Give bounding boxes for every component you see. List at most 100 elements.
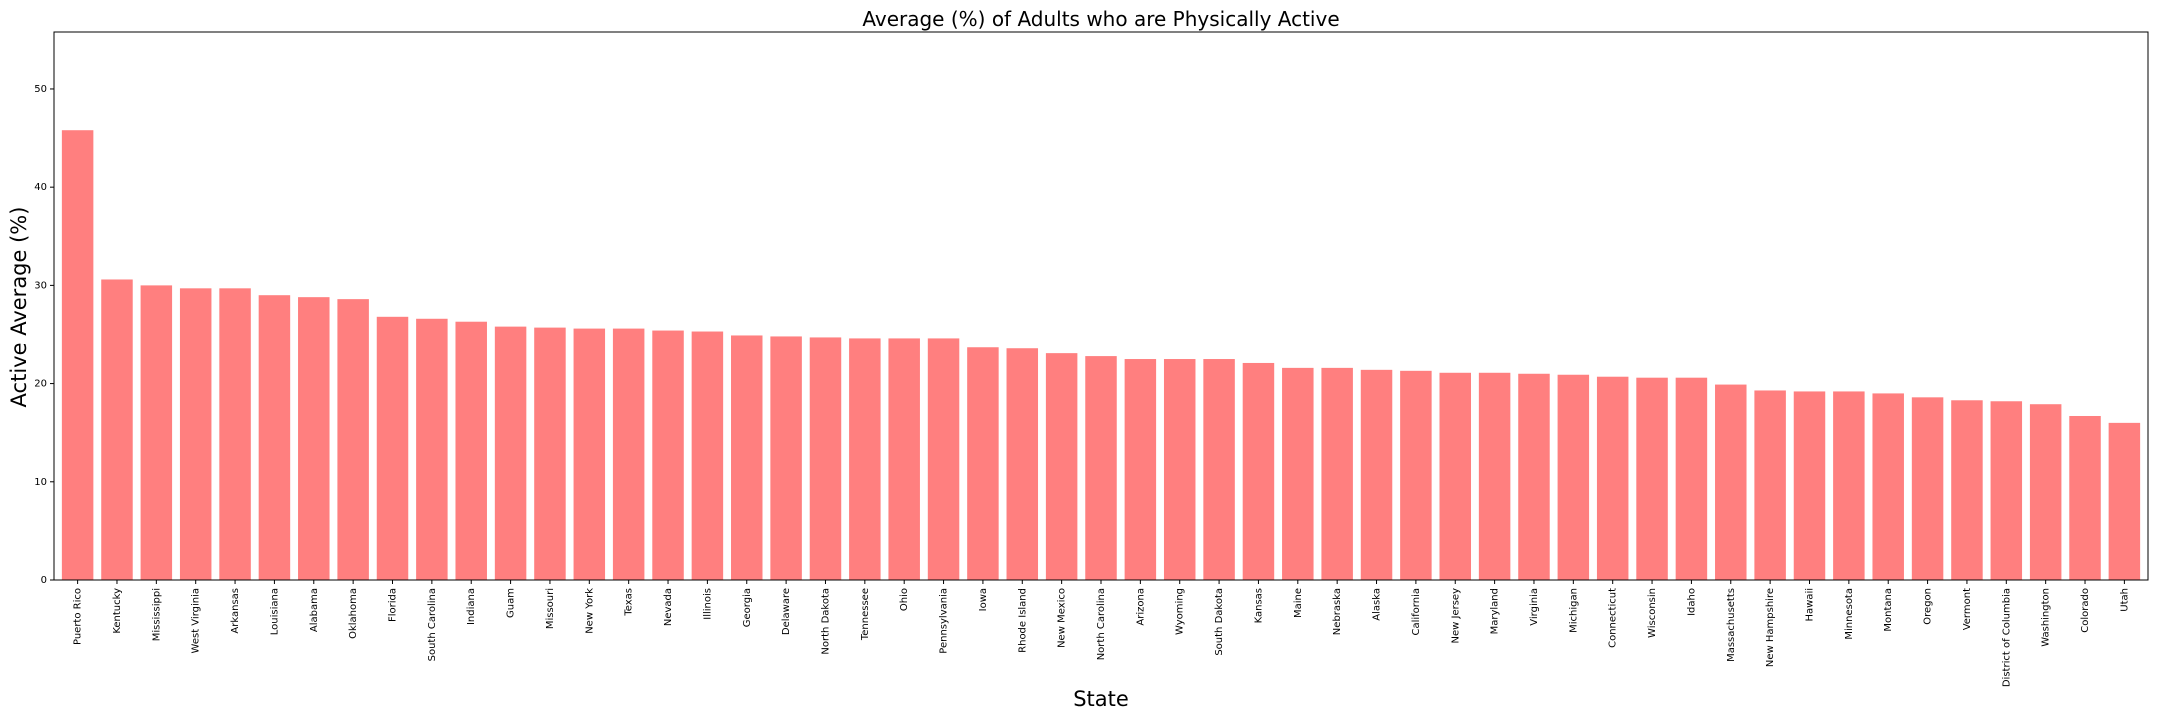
x-tick-label: Rhode Island (1017, 588, 1028, 653)
bar (1990, 401, 2023, 580)
x-tick-label: Arizona (1135, 588, 1146, 626)
bar (534, 327, 566, 580)
bar (809, 337, 842, 580)
bar (1478, 372, 1511, 580)
bar (573, 328, 606, 580)
x-tick-label: Colorado (2080, 588, 2091, 633)
bar (1518, 373, 1550, 580)
x-tick-label: Oregon (1923, 588, 1934, 625)
bar (140, 285, 173, 580)
bar (612, 328, 645, 580)
bar (298, 297, 330, 580)
bar (101, 279, 133, 580)
x-tick-label: Mississippi (151, 588, 162, 641)
x-tick-label: Virginia (1529, 588, 1540, 626)
x-axis-title: State (1073, 687, 1129, 711)
x-tick-label: Nevada (663, 588, 674, 626)
x-tick-label: Maine (1293, 588, 1304, 618)
x-tick-label: Texas (624, 588, 635, 617)
bar (179, 288, 212, 580)
bar (770, 336, 802, 580)
bar (2029, 404, 2062, 580)
bar (1085, 356, 1117, 580)
x-tick-label: Kansas (1253, 588, 1264, 623)
bar (258, 295, 291, 580)
x-tick-label: Connecticut (1608, 588, 1619, 648)
y-axis-title: Active Average (%) (7, 207, 31, 408)
bar (376, 316, 409, 580)
x-tick-label: Michigan (1568, 588, 1579, 633)
bar (219, 288, 251, 580)
x-tick-label: Missouri (545, 588, 556, 629)
bar (1872, 393, 1904, 580)
bar (1006, 348, 1039, 580)
x-tick-label: Pennsylvania (939, 588, 950, 654)
x-tick-label: Louisiana (269, 588, 280, 635)
x-tick-label: Wisconsin (1647, 588, 1658, 638)
x-tick-label: Massachusetts (1726, 588, 1737, 662)
x-tick-label: West Virginia (191, 588, 202, 653)
bar (1636, 377, 1668, 580)
y-axis-ticks: 0 10 20 30 40 50 (34, 84, 54, 586)
x-tick-label: South Dakota (1214, 588, 1225, 656)
x-tick-label: Wyoming (1175, 588, 1186, 635)
x-tick-label: California (1411, 588, 1422, 636)
x-tick-label: Maryland (1490, 588, 1501, 634)
x-tick-label: New Jersey (1450, 588, 1461, 644)
x-tick-label: Guam (506, 588, 517, 618)
x-tick-label: Illinois (702, 588, 713, 620)
x-tick-label: Montana (1883, 588, 1894, 632)
bar (888, 338, 920, 580)
bar (2108, 422, 2141, 580)
bar (1400, 370, 1432, 580)
bar (1360, 369, 1393, 580)
x-tick-label: Kentucky (112, 588, 123, 634)
bar (337, 299, 369, 580)
x-tick-label: North Dakota (820, 588, 831, 655)
x-tick-label: Nebraska (1332, 588, 1343, 635)
bar (967, 347, 999, 580)
bar (1282, 367, 1314, 580)
bar (455, 321, 487, 580)
bar (61, 130, 94, 580)
bar (1596, 376, 1629, 580)
bar (1321, 367, 1353, 580)
bar (1951, 400, 1983, 580)
bar (494, 326, 527, 580)
y-tick-label: 40 (34, 182, 47, 193)
x-axis-ticks: Puerto Rico Kentucky Mississippi West Virgi… (73, 580, 2130, 687)
x-tick-label: Utah (2119, 588, 2130, 612)
bar (1163, 359, 1196, 580)
bar (416, 318, 448, 580)
bar (1911, 397, 1944, 580)
y-tick-label: 20 (34, 379, 47, 390)
x-tick-label: Vermont (1962, 588, 1973, 630)
x-tick-label: Puerto Rico (73, 588, 84, 645)
x-tick-label: New Hampshire (1765, 588, 1776, 667)
bar (849, 338, 881, 580)
x-tick-label: Alaska (1372, 588, 1383, 621)
bar (1793, 391, 1826, 580)
chart-title: Average (%) of Adults who are Physically… (862, 7, 1339, 31)
bar (1833, 391, 1865, 580)
x-tick-label: Alabama (309, 588, 320, 632)
x-tick-label: Minnesota (1844, 588, 1855, 640)
bar (652, 330, 684, 580)
x-tick-label: Indiana (466, 588, 477, 625)
x-tick-label: Washington (2041, 588, 2052, 647)
x-tick-label: Ohio (899, 588, 910, 611)
x-tick-label: Iowa (978, 588, 989, 611)
x-tick-label: Hawaii (1805, 588, 1816, 622)
bar (2069, 415, 2101, 580)
bar (1242, 362, 1275, 580)
x-tick-label: Oklahoma (348, 588, 359, 639)
bar (731, 335, 763, 580)
x-tick-label: Delaware (781, 588, 792, 635)
bar (1203, 359, 1235, 580)
y-tick-label: 10 (34, 477, 47, 488)
bar (1439, 372, 1471, 580)
x-tick-label: Florida (388, 588, 399, 622)
x-tick-label: Arkansas (230, 588, 241, 634)
x-tick-label: Tennessee (860, 588, 871, 641)
